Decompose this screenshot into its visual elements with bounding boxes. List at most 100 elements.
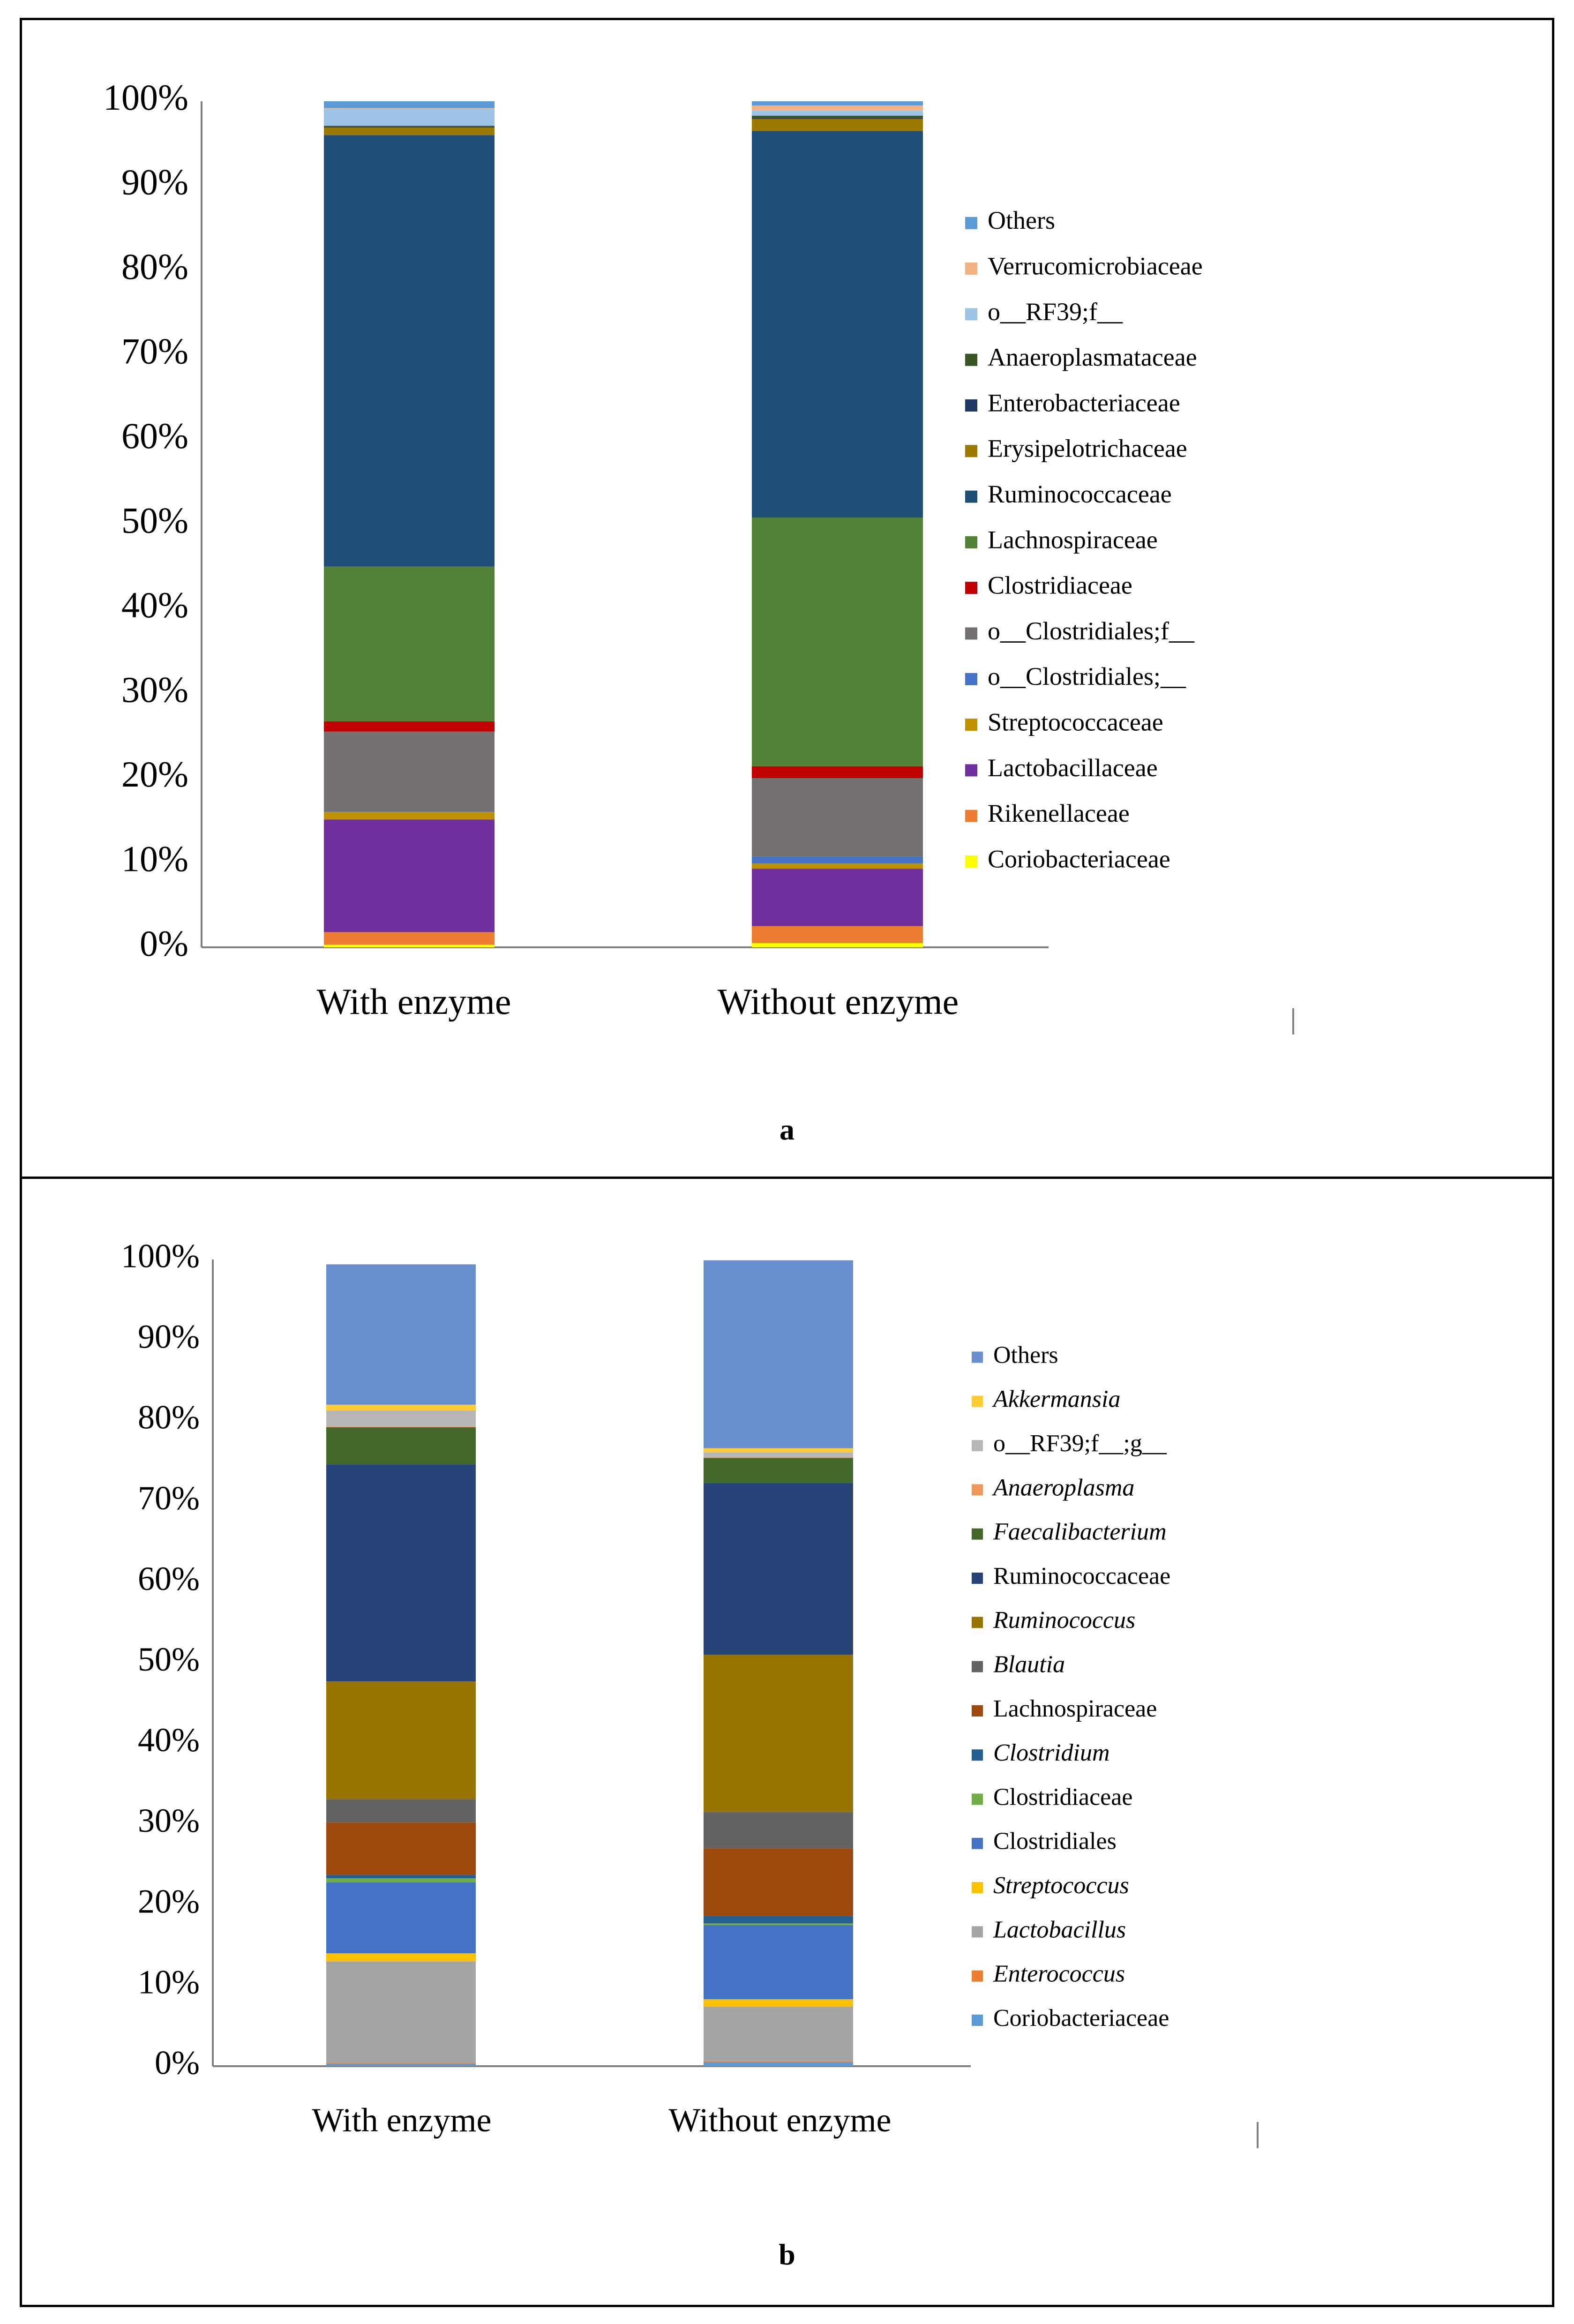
bar-segment xyxy=(752,863,923,869)
bar-segment xyxy=(752,105,923,111)
legend-swatch xyxy=(972,1926,983,1938)
y-tick-label: 40% xyxy=(138,1721,200,1759)
y-tick-label: 80% xyxy=(121,246,188,287)
legend-swatch xyxy=(965,262,977,275)
legend-label: Erysipelotrichaceae xyxy=(988,435,1187,463)
panel-a: 0% 10% 20% 30% 40% 50% 60% 70% 80% 90% 100% With en… xyxy=(20,18,1554,1186)
legend-label: Enterobacteriaceae xyxy=(988,389,1180,417)
legend-label: Clostridiales xyxy=(993,1828,1117,1855)
bar-segment xyxy=(324,945,495,947)
bar-segment xyxy=(704,2062,853,2066)
legend-label: Enterococcus xyxy=(993,1961,1125,1987)
legend-swatch xyxy=(972,1484,983,1496)
bar-segment xyxy=(324,109,495,126)
stray-tick-mark xyxy=(1257,2122,1259,2148)
stray-tick-mark xyxy=(1292,1008,1294,1035)
bar-segment xyxy=(326,1410,476,1427)
bar-segment xyxy=(326,1681,476,1799)
bar-segment xyxy=(704,1923,853,1925)
y-tick-label: 30% xyxy=(121,669,188,710)
y-tick-label: 70% xyxy=(121,330,188,371)
bar-segment xyxy=(324,721,495,732)
legend-swatch xyxy=(972,1395,983,1407)
legend-swatch xyxy=(972,1617,983,1628)
bar-segment xyxy=(752,101,923,106)
bar-segment xyxy=(326,1264,476,1405)
bar-segment xyxy=(326,1427,476,1465)
legend-swatch xyxy=(972,1528,983,1540)
legend-label: Clostridiaceae xyxy=(993,1784,1132,1810)
legend-swatch xyxy=(972,1882,983,1894)
y-tick-label: 10% xyxy=(121,838,188,879)
legend-label: o__Clostridiales;f__ xyxy=(988,617,1195,645)
bar-segment xyxy=(326,1822,476,1875)
bar-segment xyxy=(752,110,923,116)
bar-segment xyxy=(324,101,495,108)
legend-label: o__RF39;f__;g__ xyxy=(993,1430,1167,1457)
bar-segment xyxy=(326,1799,476,1823)
panel-label-a: a xyxy=(780,1113,794,1146)
bar-segment xyxy=(752,869,923,926)
legend-swatch xyxy=(965,308,977,321)
legend-label: Streptococcaceae xyxy=(988,708,1163,736)
y-tick-label: 90% xyxy=(121,161,188,202)
bar-segment xyxy=(752,943,923,947)
y-tick-label: 50% xyxy=(121,500,188,540)
legend-swatch xyxy=(965,445,977,457)
legend-swatch xyxy=(972,1793,983,1805)
y-tick-label: 0% xyxy=(155,2044,200,2082)
bar-segment xyxy=(326,1464,476,1682)
bar-segment xyxy=(752,517,923,766)
bar-segment xyxy=(752,115,923,119)
legend-swatch xyxy=(965,627,977,640)
stacked-bar-chart-b: 0% 10% 20% 30% 40% 50% 60% 70% 80% 90% 100% With en… xyxy=(121,1237,1170,2139)
legend-label: Clostridium xyxy=(993,1739,1110,1766)
bar-segment xyxy=(752,926,923,943)
legend-label: o__Clostridiales;__ xyxy=(988,662,1186,690)
bar-segment xyxy=(326,1878,476,1882)
bar-segment xyxy=(324,108,495,109)
bar-segment xyxy=(326,1875,476,1879)
y-tick-label: 70% xyxy=(138,1479,200,1517)
legend-swatch xyxy=(972,1351,983,1363)
x-category-label: With enzyme xyxy=(317,981,511,1022)
legend-swatch xyxy=(972,1573,983,1584)
legend-label: Ruminococcaceae xyxy=(993,1563,1170,1589)
legend-swatch xyxy=(965,217,977,229)
legend-label: Faecalibacterium xyxy=(993,1519,1167,1545)
y-tick-label: 30% xyxy=(138,1802,200,1839)
bar-segment xyxy=(752,778,923,857)
legend-label: Coriobacteriaceae xyxy=(993,2005,1169,2032)
legend-label: Ruminococcus xyxy=(993,1607,1135,1634)
y-tick-label: 0% xyxy=(140,923,188,964)
legend-label: Lachnospiraceae xyxy=(993,1695,1157,1722)
bar-segment xyxy=(704,1448,853,1453)
bar-segment xyxy=(326,2063,476,2064)
legend-swatch xyxy=(972,2015,983,2026)
bar-segment xyxy=(324,731,495,811)
bar-segment xyxy=(704,1999,853,2007)
bar-segment xyxy=(752,766,923,778)
legend-swatch xyxy=(965,810,977,822)
bar-segment xyxy=(326,1961,476,2063)
bar-segment xyxy=(752,131,923,518)
legend-label: Anaeroplasmataceae xyxy=(988,343,1197,371)
legend-label: Streptococcus xyxy=(993,1872,1129,1899)
bar-segment xyxy=(324,126,495,127)
legend-label: Lachnospiraceae xyxy=(988,525,1158,554)
legend-label: Akkermansia xyxy=(992,1386,1120,1413)
bar-segment xyxy=(324,127,495,135)
legend-label: Clostridiaceae xyxy=(988,571,1132,600)
bar-segment xyxy=(704,1925,853,2000)
legend-swatch xyxy=(965,399,977,412)
y-tick-label: 60% xyxy=(138,1560,200,1597)
bar-segment xyxy=(324,812,495,820)
bar-segment xyxy=(704,1483,853,1655)
legend-swatch xyxy=(972,1837,983,1849)
legend-swatch xyxy=(972,1749,983,1761)
legend-swatch xyxy=(972,1705,983,1717)
legend-label: Blautia xyxy=(993,1651,1065,1678)
y-tick-label: 100% xyxy=(103,77,188,118)
bar-segment xyxy=(704,1848,853,1916)
bar-segment xyxy=(752,856,923,864)
